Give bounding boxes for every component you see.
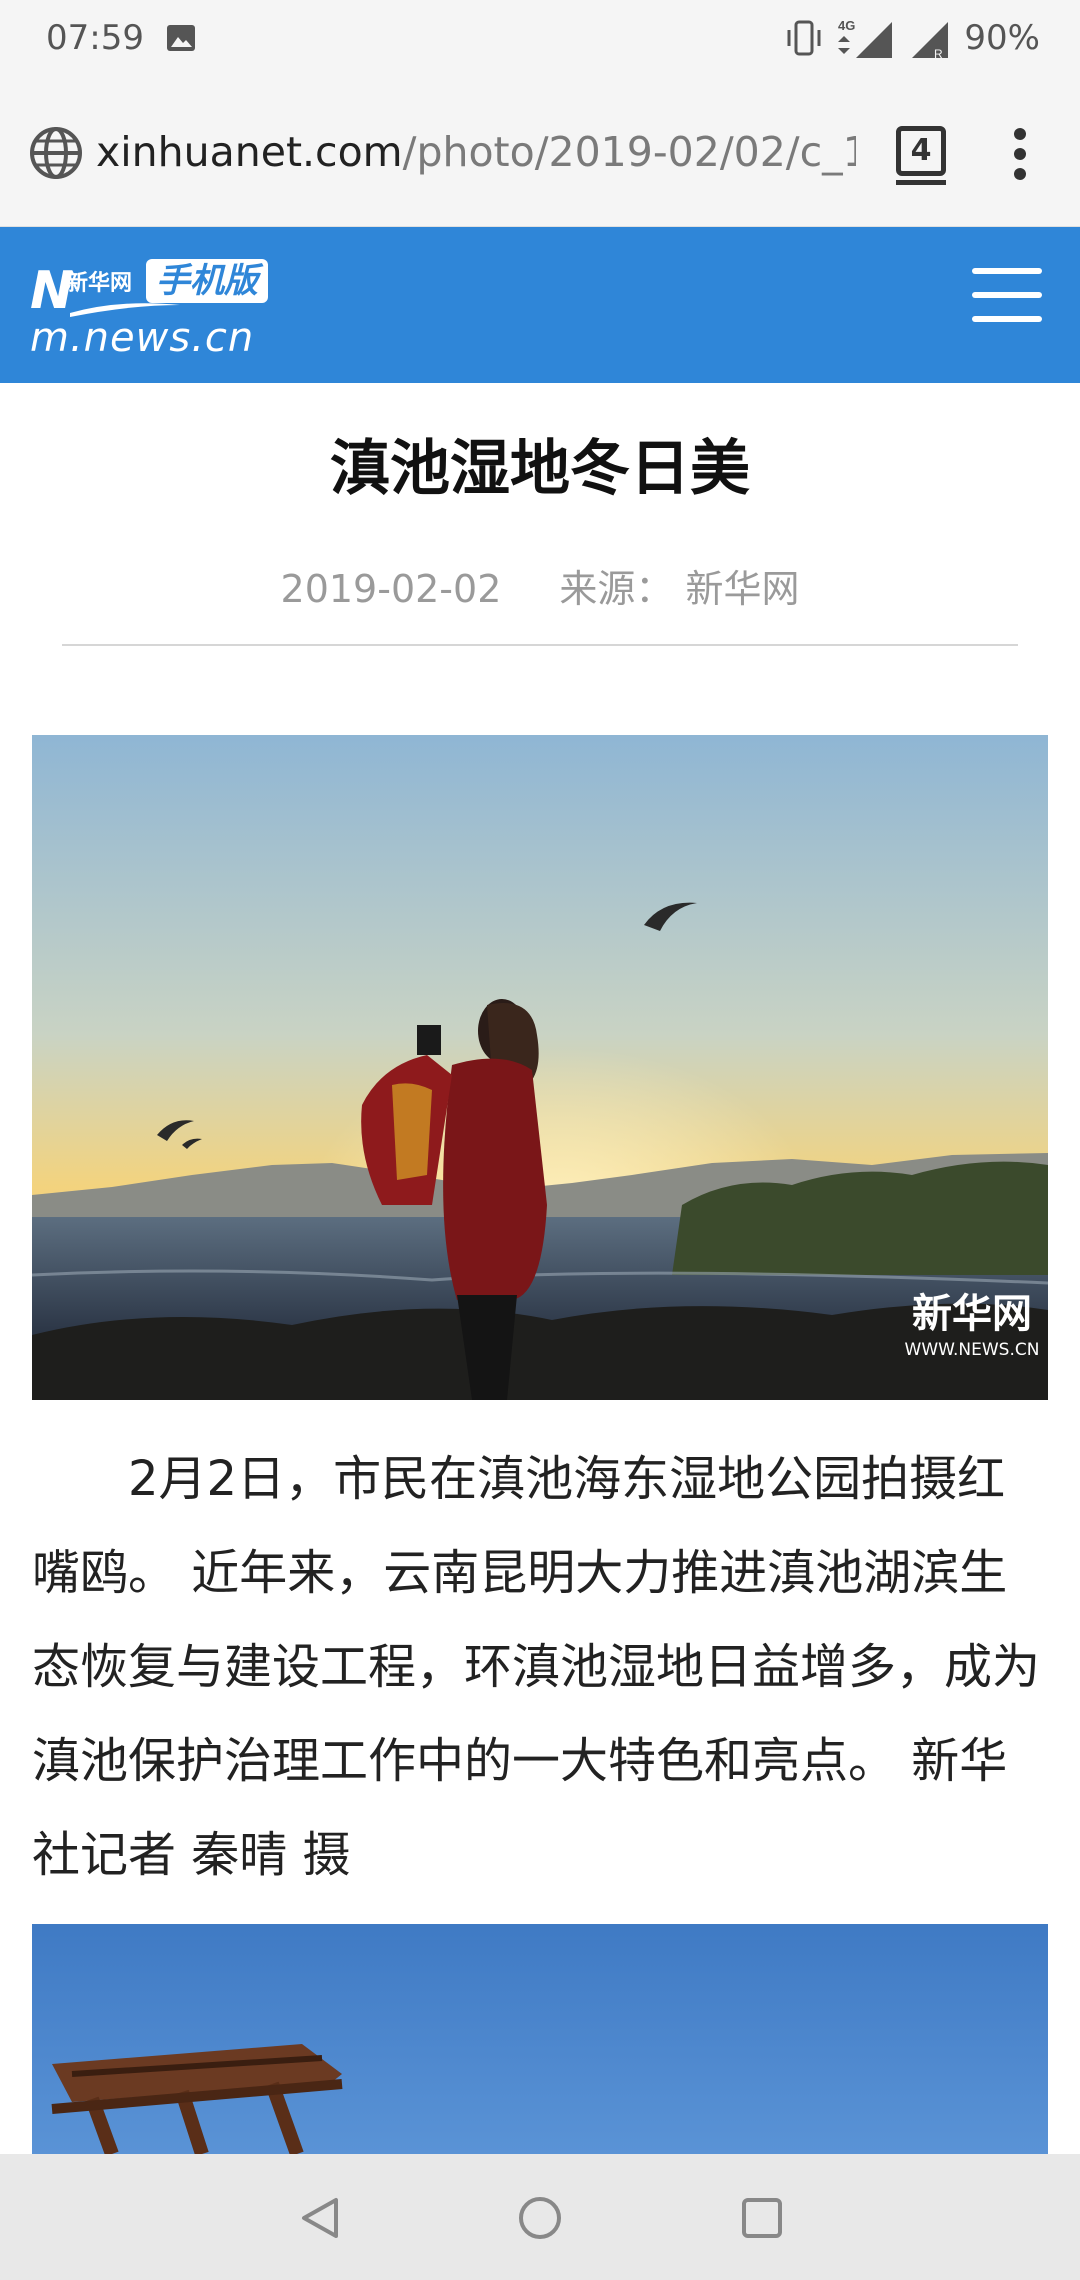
article-meta: 2019-02-02 来源： 新华网 [0,558,1080,613]
battery-level: 90% [964,18,1040,58]
status-icons: 4G R 90% [786,16,1040,60]
hamburger-icon[interactable] [972,268,1042,324]
divider [62,644,1018,646]
article-body: 2月2日，市民在滇池海东湿地公园拍摄红嘴鸥。 近年来，云南昆明大力推进滇池湖滨生… [32,1432,1048,1902]
logo-domain: m.news.cn [30,315,255,361]
tab-switcher-underline [896,180,946,185]
home-icon[interactable] [516,2194,564,2242]
article-source: 来源： 新华网 [559,567,800,611]
globe-icon[interactable] [28,125,84,181]
image-icon [167,25,195,51]
status-time: 07:59 [46,18,144,58]
logo-cn: 新华网 [66,271,133,296]
site-header: N 新华网 手机版 m.news.cn [0,227,1080,383]
svg-text:4G: 4G [838,18,855,33]
recents-icon[interactable] [738,2194,786,2242]
browser-toolbar: xinhuanet.com/photo/2019-02/02/c_1 4 [0,80,1080,227]
article-body-text: 2月2日，市民在滇池海东湿地公园拍摄红嘴鸥。 近年来，云南昆明大力推进滇池湖滨生… [32,1451,1041,1883]
logo-mark: N [30,261,73,321]
article-date: 2019-02-02 [280,567,502,611]
url-domain: xinhuanet.com [96,128,403,176]
svg-text:R: R [934,47,943,60]
article-photo-2[interactable] [32,1924,1048,2154]
signal-icon: 4G [838,18,893,58]
url-field[interactable]: xinhuanet.com/photo/2019-02/02/c_1 [96,128,856,180]
watermark-en: WWW.NEWS.CN [905,1340,1040,1360]
article-photo[interactable]: 新华网 WWW.NEWS.CN [32,735,1048,1400]
url-path: /photo/2019-02/02/c_1 [402,128,856,176]
site-logo[interactable]: N 新华网 手机版 m.news.cn [30,257,270,361]
status-bar: 07:59 4G R 90% [0,0,1080,80]
vibrate-icon [787,20,821,56]
tab-switcher-icon[interactable]: 4 [896,126,946,176]
logo-swoosh [70,303,180,317]
more-vert-icon[interactable] [1012,126,1028,182]
watermark-cn: 新华网 [912,1291,1032,1337]
article-title: 滇池湿地冬日美 [330,434,750,504]
back-icon[interactable] [296,2194,344,2242]
mobile-badge: 手机版 [146,259,268,303]
roaming-signal-icon: R [912,22,949,60]
system-nav-bar [0,2154,1080,2280]
